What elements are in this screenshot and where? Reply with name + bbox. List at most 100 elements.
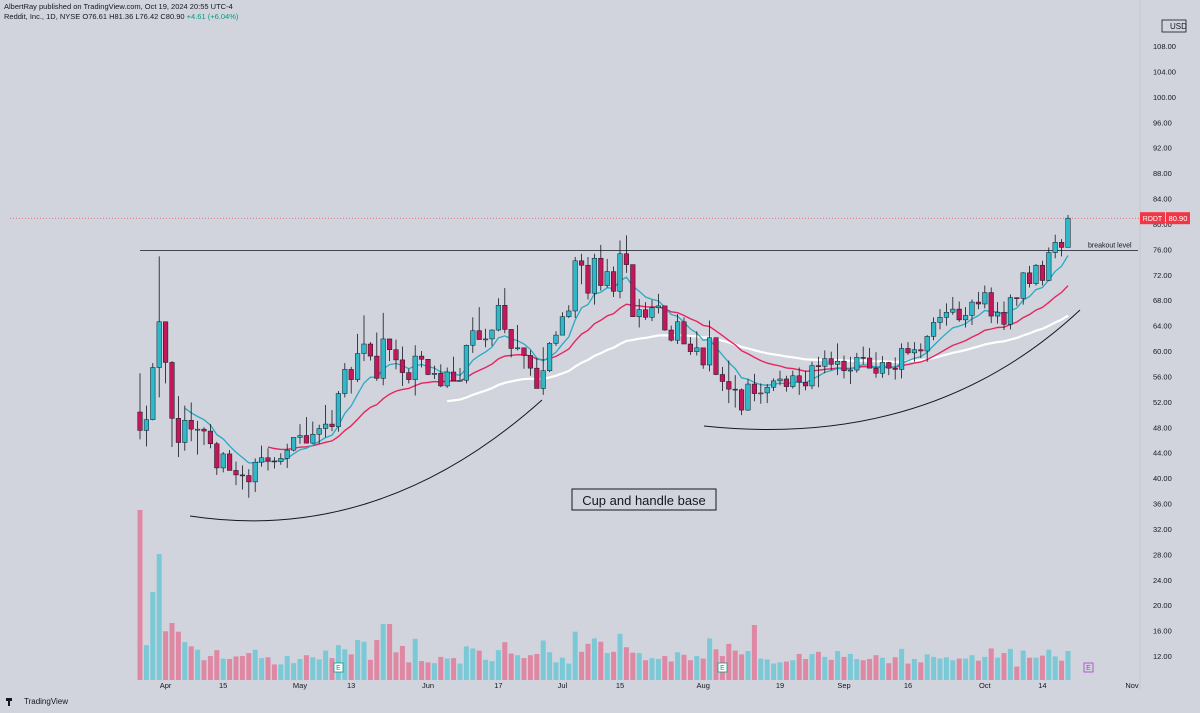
x-tick-label: Apr <box>160 681 172 690</box>
candle-body <box>559 316 565 336</box>
candle-body <box>675 321 681 341</box>
volume-bar <box>707 638 713 680</box>
volume-bar <box>943 657 949 680</box>
candle-body <box>655 305 661 309</box>
x-tick-label: Jun <box>422 681 434 690</box>
volume-bar <box>956 658 962 680</box>
volume-bar <box>969 655 975 680</box>
candle-body <box>412 355 418 380</box>
candle-body <box>534 367 540 389</box>
candle-body <box>297 435 303 438</box>
x-tick-label: 15 <box>219 681 227 690</box>
y-tick-label: 40.00 <box>1153 474 1172 483</box>
volume-bar <box>700 658 706 680</box>
candle-body <box>291 437 297 451</box>
candle-body <box>278 458 284 462</box>
candle-body <box>1020 272 1026 299</box>
candle-body <box>995 311 1001 317</box>
volume-bar <box>636 653 642 680</box>
candle-body <box>348 369 354 380</box>
candle-body <box>649 307 655 318</box>
volume-bar <box>758 658 764 680</box>
volume-bar <box>406 662 412 680</box>
volume-bar <box>444 658 450 680</box>
x-tick-label: 17 <box>494 681 502 690</box>
volume-bar <box>566 663 572 680</box>
candle-body <box>835 360 841 365</box>
volume-bar <box>630 652 636 680</box>
volume-bar <box>534 653 540 680</box>
candle-body <box>924 336 930 352</box>
volume-bar <box>777 662 783 680</box>
candle-body <box>188 420 194 430</box>
volume-bar <box>847 653 853 680</box>
candle-body <box>156 321 162 368</box>
candle-body <box>515 347 521 350</box>
volume-bar <box>495 650 501 680</box>
candle-body <box>470 330 476 346</box>
y-tick-label: 32.00 <box>1153 525 1172 534</box>
candle-body <box>419 355 425 360</box>
volume-bar <box>662 656 668 680</box>
volume-bar <box>201 660 207 680</box>
candle-body <box>572 260 578 312</box>
candle-body <box>707 337 713 366</box>
volume-bar <box>809 653 815 680</box>
y-tick-label: 16.00 <box>1153 627 1172 636</box>
volume-bar <box>291 663 297 680</box>
volume-bar <box>732 650 738 680</box>
volume-bar <box>457 663 463 680</box>
volume-bar <box>1001 653 1007 680</box>
volume-bar <box>643 660 649 680</box>
candle-body <box>335 393 341 427</box>
candle-body <box>182 420 188 443</box>
candle-body <box>329 423 335 427</box>
candle-body <box>796 375 802 383</box>
change-value: +4.61 (+6.04%) <box>186 12 239 21</box>
volume-bar <box>508 653 514 680</box>
volume-bar <box>412 638 418 680</box>
breakout-level-label: breakout level <box>1088 243 1132 250</box>
candle-body <box>790 375 796 387</box>
volume-bar <box>425 662 431 680</box>
volume-bar <box>924 654 930 680</box>
volume-bar <box>265 657 271 680</box>
volume-bar <box>1052 656 1058 680</box>
candle-body <box>771 380 777 388</box>
volume-bar <box>367 659 373 680</box>
volume-bar <box>342 649 348 680</box>
candle-body <box>1065 217 1071 248</box>
volume-bar <box>1033 657 1039 680</box>
price-tag-label: 80.90 <box>1169 214 1188 223</box>
earnings-marker-label: E <box>1086 665 1091 672</box>
volume-bar <box>963 658 969 680</box>
candle-body <box>937 317 943 323</box>
x-tick-label: 13 <box>347 681 355 690</box>
candle-body <box>867 357 873 369</box>
volume-bar <box>835 651 841 680</box>
earnings-marker-label: E <box>720 665 725 672</box>
volume-bar <box>783 661 789 680</box>
volume-bar <box>579 651 585 680</box>
candle-body <box>483 338 489 341</box>
volume-bar <box>502 642 508 680</box>
volume-bar <box>1065 651 1071 680</box>
tradingview-logo: TradingView <box>6 697 68 706</box>
volume-bar <box>687 660 693 680</box>
volume-bar <box>278 664 284 680</box>
volume-bar <box>879 657 885 680</box>
volume-bar <box>207 656 213 680</box>
volume-bar <box>329 658 335 680</box>
volume-bar <box>598 641 604 680</box>
candle-body <box>598 257 604 286</box>
candle-body <box>451 371 457 382</box>
volume-bar <box>803 658 809 680</box>
candle-body <box>163 321 169 363</box>
volume-bar <box>975 660 981 680</box>
volume-bar <box>995 657 1001 680</box>
candle-body <box>854 357 860 371</box>
candle-body <box>150 367 156 420</box>
candle-body <box>892 367 898 370</box>
candle-body <box>681 321 687 345</box>
